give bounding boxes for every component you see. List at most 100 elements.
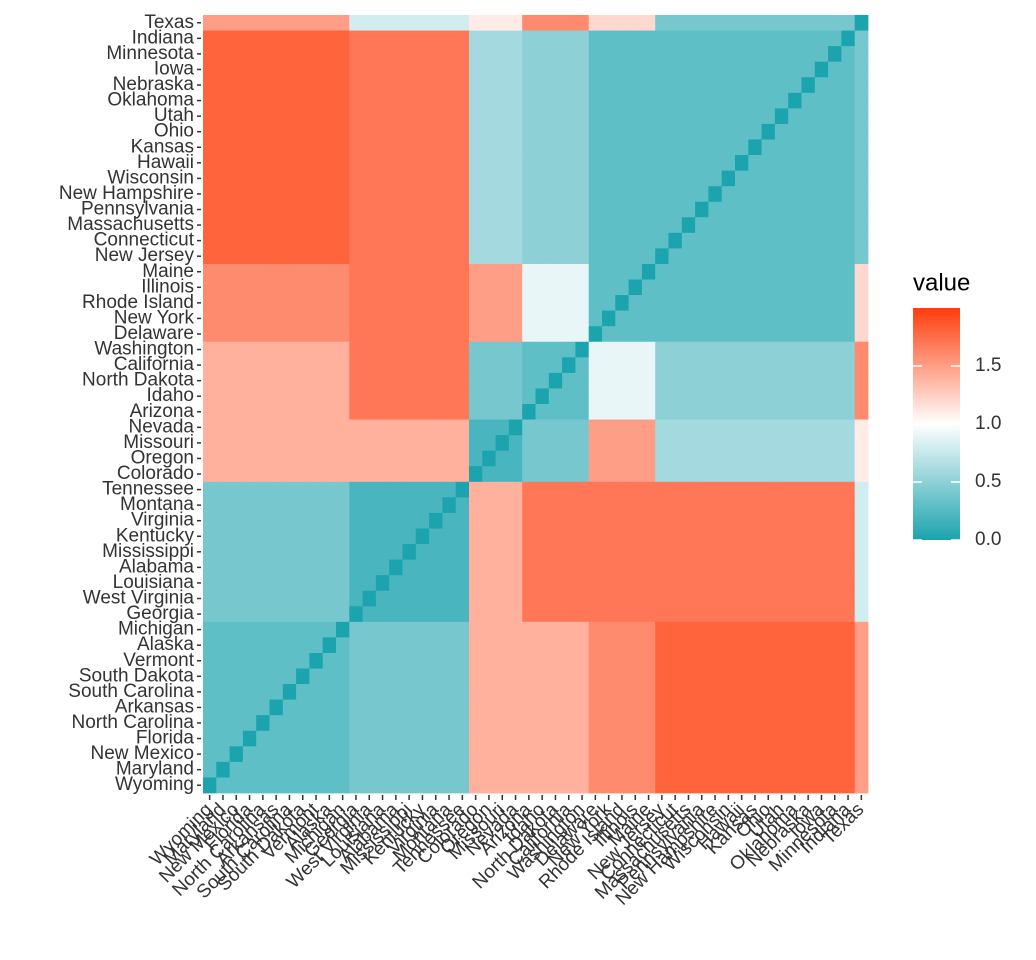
heatmap-cell — [269, 761, 284, 778]
heatmap-cell — [548, 419, 563, 436]
heatmap-cell — [522, 668, 536, 685]
heatmap-cell — [602, 139, 616, 156]
heatmap-cell — [282, 139, 297, 156]
heatmap-cell — [668, 637, 683, 654]
heatmap-cell — [309, 170, 324, 187]
y-tick-label: Wisconsin — [107, 167, 194, 188]
heatmap-cell — [748, 357, 762, 374]
heatmap-cell — [681, 481, 696, 498]
heatmap-cell — [482, 15, 496, 31]
heatmap-cell — [828, 217, 842, 234]
heatmap-cell — [548, 30, 563, 47]
heatmap-cell — [562, 248, 576, 265]
heatmap-cell — [296, 466, 310, 483]
heatmap-cell — [375, 652, 390, 669]
heatmap-cell — [296, 637, 310, 654]
heatmap-cell — [788, 279, 802, 296]
heatmap-cell — [735, 92, 749, 109]
heatmap-cell — [216, 481, 230, 498]
heatmap-cell — [309, 528, 324, 545]
heatmap-cell — [535, 310, 550, 327]
heatmap-cell — [429, 372, 443, 389]
heatmap-cell — [588, 170, 603, 187]
heatmap-cell — [429, 544, 443, 560]
heatmap-cell — [788, 606, 802, 623]
heatmap-cell — [455, 77, 470, 94]
heatmap-cell — [602, 310, 616, 327]
heatmap-cell — [415, 372, 430, 389]
heatmap-cell — [415, 466, 430, 483]
heatmap-cell — [269, 528, 284, 545]
heatmap-cell — [508, 92, 523, 109]
heatmap-cell — [695, 637, 709, 654]
heatmap-cell — [801, 684, 816, 701]
heatmap-cell — [495, 544, 510, 560]
heatmap-cell — [296, 512, 310, 529]
heatmap-cell — [602, 419, 616, 436]
heatmap-cell — [402, 730, 417, 747]
heatmap-cell — [203, 730, 217, 747]
heatmap-cell — [362, 295, 377, 312]
heatmap-cell — [602, 481, 616, 498]
heatmap-cell — [628, 108, 643, 125]
heatmap-cell — [309, 777, 324, 794]
heatmap-cell — [375, 357, 390, 374]
heatmap-cell — [495, 652, 510, 669]
heatmap-cell — [708, 108, 723, 125]
heatmap-cell — [415, 528, 430, 545]
heatmap-cell — [362, 388, 377, 405]
heatmap-cell — [336, 326, 350, 343]
heatmap-cell — [216, 637, 230, 654]
heatmap-cell — [508, 512, 523, 529]
heatmap-cell — [535, 155, 550, 171]
heatmap-cell — [761, 466, 776, 483]
heatmap-cell — [469, 108, 483, 125]
heatmap-cell — [389, 746, 403, 763]
heatmap-cell — [522, 248, 536, 265]
heatmap-cell — [322, 715, 337, 732]
heatmap-cell — [429, 761, 443, 778]
heatmap-cell — [442, 746, 457, 763]
heatmap-cell — [442, 263, 457, 280]
heatmap-cell — [788, 77, 802, 94]
heatmap-cell — [761, 30, 776, 47]
heatmap-cell — [336, 606, 350, 623]
heatmap-cell — [455, 186, 470, 203]
heatmap-cell — [229, 279, 244, 296]
heatmap-cell — [854, 481, 869, 498]
heatmap-cell — [841, 730, 856, 747]
heatmap-cell — [203, 263, 217, 280]
y-tick-label: New York — [114, 307, 195, 328]
heatmap-cell — [774, 201, 789, 218]
heatmap-cell — [242, 310, 257, 327]
heatmap-cell — [415, 30, 430, 47]
heatmap-cell — [655, 139, 669, 156]
heatmap-cell — [229, 388, 244, 405]
heatmap-cell — [389, 77, 403, 94]
heatmap-cell — [442, 699, 457, 716]
heatmap-cell — [256, 388, 270, 405]
heatmap-cell — [495, 170, 510, 187]
heatmap-cell — [615, 715, 629, 732]
heatmap-cell — [575, 559, 590, 576]
heatmap-cell — [375, 559, 390, 576]
heatmap-cell — [269, 310, 284, 327]
heatmap-cell — [655, 279, 669, 296]
heatmap-cell — [562, 61, 576, 78]
heatmap-cell — [455, 46, 470, 63]
heatmap-cell — [721, 590, 736, 607]
heatmap-cell — [296, 746, 310, 763]
heatmap-cell — [655, 419, 669, 436]
heatmap-cell — [748, 497, 762, 514]
heatmap-cell — [548, 668, 563, 685]
heatmap-cell — [668, 108, 683, 125]
heatmap-cell — [256, 761, 270, 778]
heatmap-cell — [282, 435, 297, 452]
heatmap-cell — [429, 419, 443, 436]
heatmap-cell — [854, 30, 869, 47]
heatmap-cell — [828, 497, 842, 514]
heatmap-cell — [588, 544, 603, 560]
heatmap-cell — [256, 497, 270, 514]
heatmap-cell — [801, 668, 816, 685]
